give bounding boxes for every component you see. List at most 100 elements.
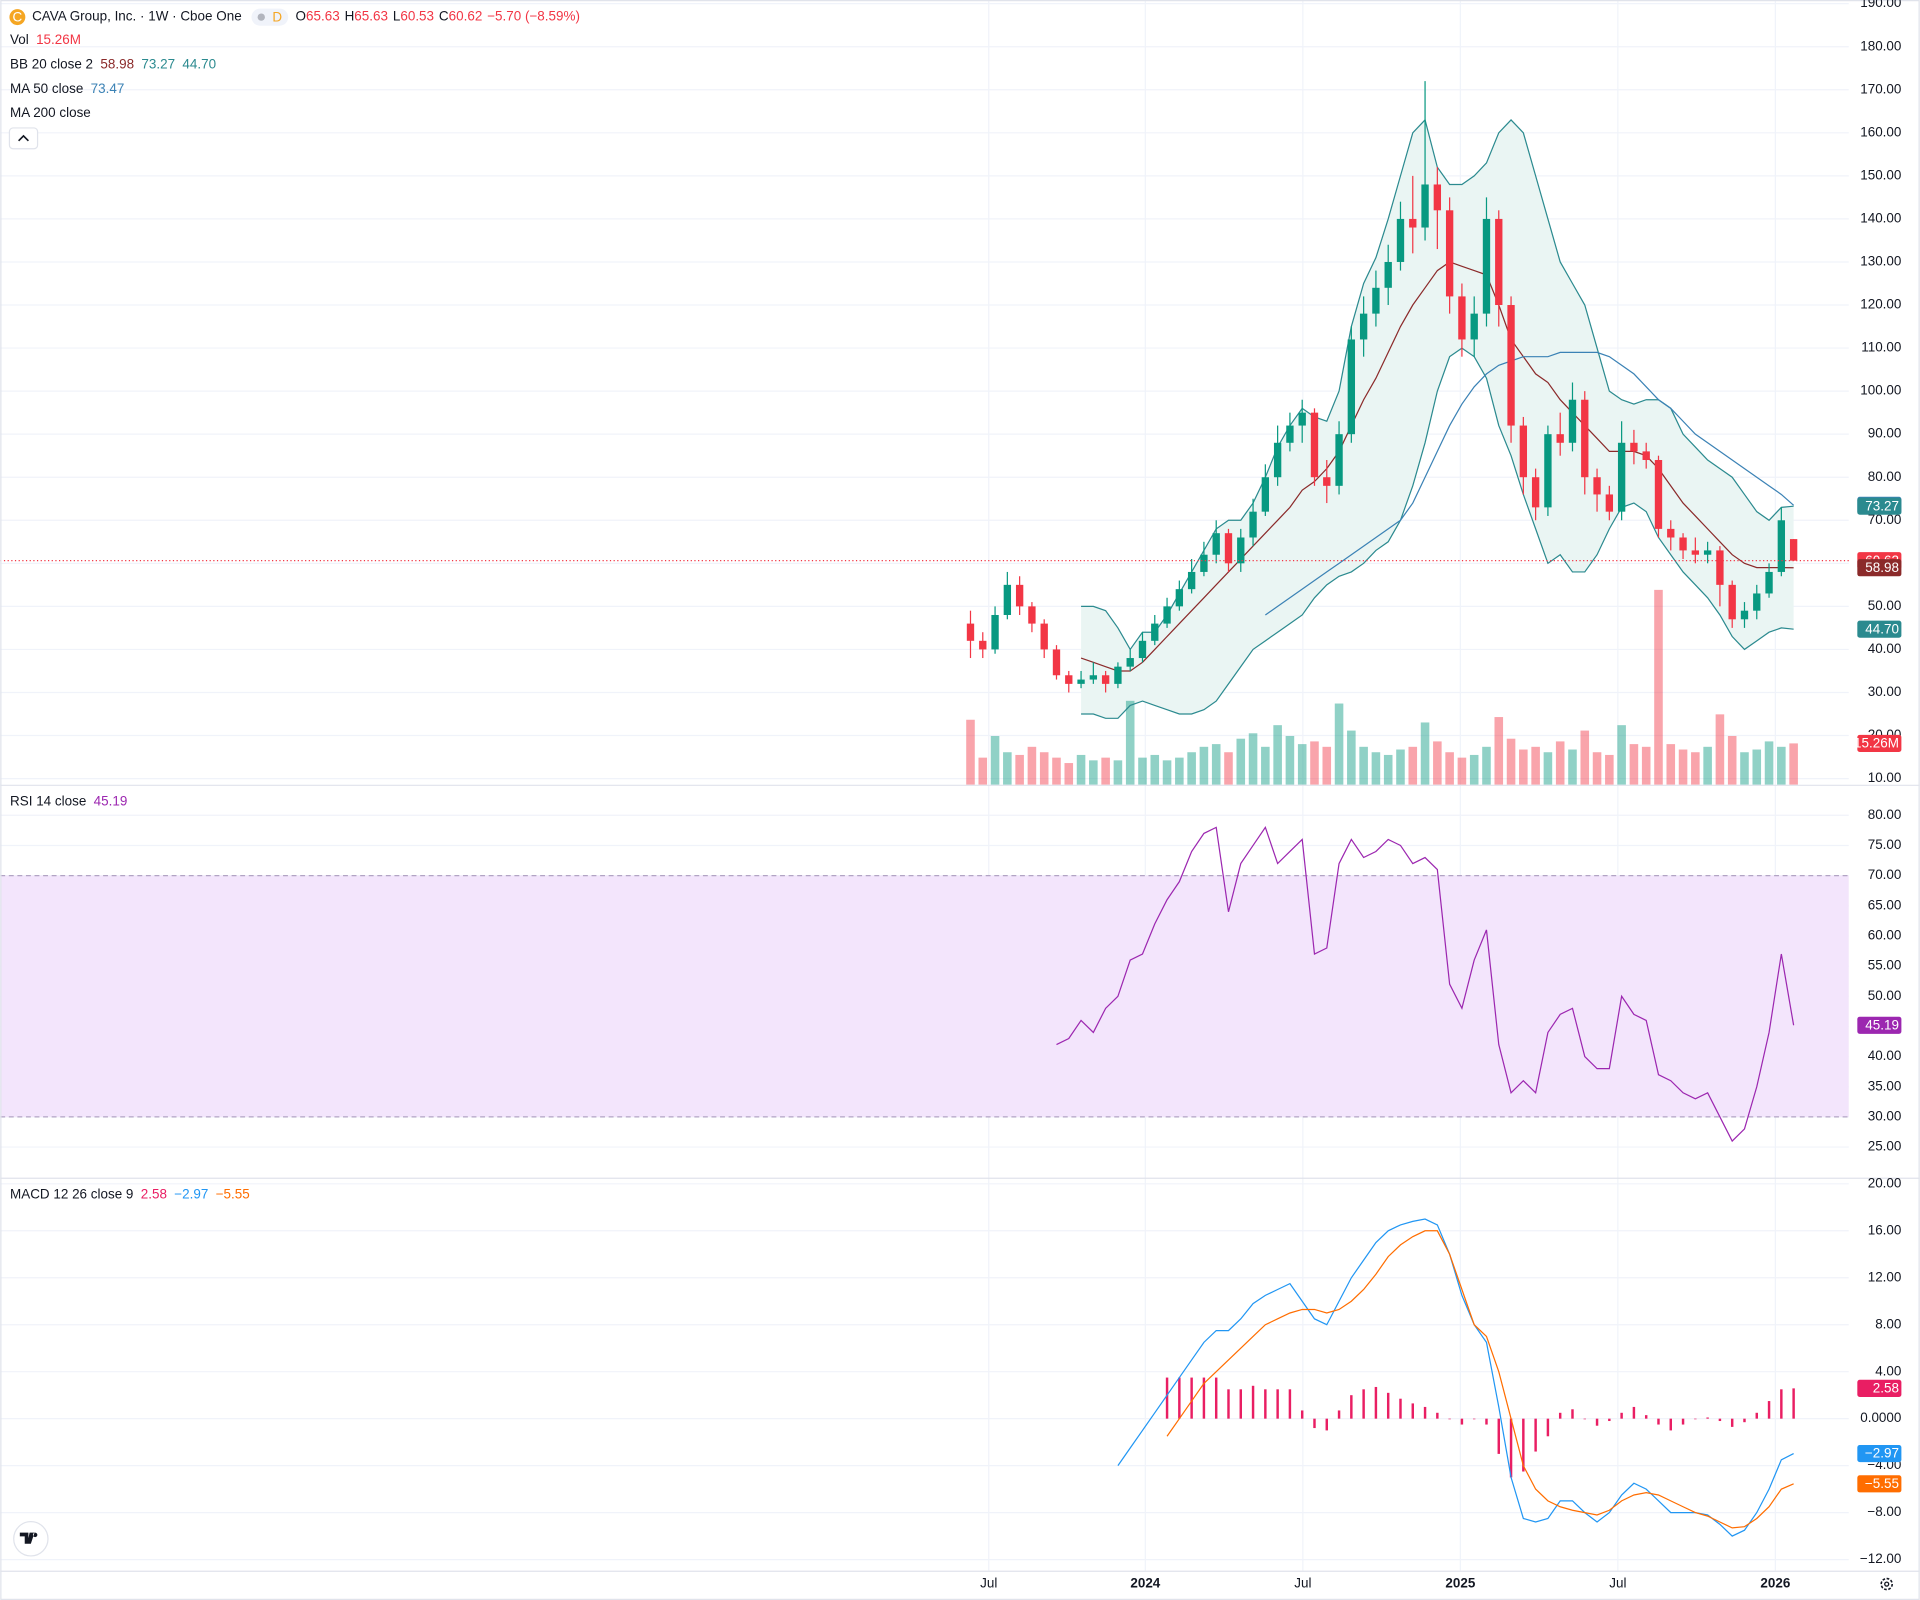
price-badge <box>1857 1444 1902 1463</box>
macd-histogram-bar <box>1190 1377 1193 1419</box>
volume-bar <box>1408 746 1418 785</box>
candle-body <box>1556 434 1564 443</box>
price-badge <box>1857 1475 1902 1493</box>
volume-bar <box>1371 752 1381 785</box>
macd-histogram-bar <box>1558 1412 1562 1419</box>
macd-histogram-bar <box>1399 1398 1402 1419</box>
settings-icon[interactable] <box>1880 1577 1894 1591</box>
candle-body <box>1347 339 1356 435</box>
legend-name: RSI 14 close <box>10 793 86 808</box>
volume-bar <box>1445 752 1454 785</box>
candle-body <box>1163 606 1171 624</box>
volume-bar <box>1211 744 1221 785</box>
macd-histogram-bar <box>1178 1377 1181 1419</box>
volume-bar <box>1383 754 1393 785</box>
macd-histogram-bar <box>1165 1377 1169 1419</box>
chart-title: CAVA Group, Inc. · 1W · Cboe One <box>32 9 242 24</box>
macd-histogram-bar <box>1276 1389 1279 1419</box>
macd-histogram-bar <box>1767 1401 1771 1419</box>
legend-value: −2.97 <box>174 1186 208 1201</box>
volume-bar <box>1433 741 1442 785</box>
candle-body <box>1151 623 1159 641</box>
volume-bar <box>1076 754 1086 785</box>
ohlc-prefix: O <box>296 9 306 24</box>
macd-histogram-bar <box>1718 1418 1722 1422</box>
volume-bar <box>1531 746 1540 785</box>
x-tick-label: 2024 <box>1130 1576 1160 1591</box>
macd-histogram-bar <box>1792 1388 1795 1419</box>
candle-body <box>1077 679 1085 684</box>
macd-histogram-bar <box>1202 1377 1206 1419</box>
candle-body <box>1273 442 1282 478</box>
volume-bar <box>1469 754 1479 785</box>
legend-name: Vol <box>10 32 29 47</box>
macd-histogram-bar <box>1485 1418 1488 1425</box>
candle-body <box>1581 399 1589 478</box>
volume-bar <box>1641 746 1651 785</box>
macd-histogram-bar <box>1534 1418 1537 1452</box>
y-tick-label: 180.00 <box>1860 38 1901 53</box>
price-badge-label: 2.58 <box>1873 1381 1899 1396</box>
candle-body <box>1101 675 1110 684</box>
candle-body <box>1138 640 1147 659</box>
ohlc-prefix: C <box>439 9 449 24</box>
candle-body <box>1703 550 1712 555</box>
source-badge: D <box>272 9 282 24</box>
candle-body <box>1679 537 1687 551</box>
y-tick-label: 120.00 <box>1860 297 1901 312</box>
volume-bar <box>1224 752 1233 785</box>
candle-body <box>1544 434 1552 508</box>
candle-body <box>1310 412 1319 478</box>
macd-histogram-bar <box>1460 1418 1464 1425</box>
candle-body <box>1040 623 1048 650</box>
price-badge-label: −2.97 <box>1865 1446 1899 1461</box>
volume-bar <box>1175 757 1184 785</box>
volume-bar <box>1199 746 1209 785</box>
candle-body <box>1667 528 1675 538</box>
candle-body <box>1003 584 1012 615</box>
y-tick-label: 20.00 <box>1868 1175 1902 1190</box>
y-tick-label: 0.0000 <box>1860 1410 1901 1425</box>
macd-histogram-bar <box>1411 1403 1414 1419</box>
volume-bar <box>1101 757 1110 785</box>
y-tick-label: 55.00 <box>1868 958 1902 973</box>
volume-bar <box>1592 752 1602 785</box>
macd-histogram-bar <box>1595 1418 1599 1426</box>
y-tick-label: 10.00 <box>1868 770 1902 785</box>
macd-histogram-bar <box>1706 1417 1709 1419</box>
candle-body <box>1028 606 1036 624</box>
macd-histogram-bar <box>1239 1389 1242 1419</box>
price-badge-label: −5.55 <box>1865 1476 1899 1491</box>
x-tick-label: 2026 <box>1760 1576 1790 1591</box>
macd-histogram-bar <box>1620 1412 1623 1419</box>
volume-bar <box>1555 741 1565 785</box>
volume-bar <box>1752 749 1762 785</box>
x-tick-label: 2025 <box>1445 1576 1475 1591</box>
candle-body <box>1691 550 1700 555</box>
candle-body <box>1372 287 1380 314</box>
legend-value: −5.55 <box>216 1186 250 1201</box>
tradingview-logo[interactable] <box>13 1521 49 1557</box>
legend-value: 15.26M <box>36 32 81 47</box>
candle-body <box>1359 313 1368 340</box>
y-tick-label: 60.00 <box>1868 928 1902 943</box>
y-tick-label: 8.00 <box>1875 1316 1901 1331</box>
candle-body <box>1728 584 1736 620</box>
volume-bar <box>1396 749 1405 785</box>
candle-body <box>1089 675 1098 680</box>
x-tick-label: Jul <box>1609 1576 1626 1591</box>
candle-body <box>1654 460 1663 529</box>
volume-bar <box>1113 760 1123 785</box>
macd-histogram-bar <box>1350 1395 1353 1419</box>
collapse-button[interactable] <box>8 127 39 150</box>
x-tick-label: Jul <box>980 1576 997 1591</box>
y-tick-label: 140.00 <box>1860 210 1901 225</box>
bb-lower-line <box>1081 347 1794 719</box>
candle-body <box>1531 477 1540 508</box>
volume-bar <box>1273 725 1282 785</box>
volume-bar <box>1543 752 1553 785</box>
rsi-line <box>1056 825 1795 1143</box>
volume-bar <box>1580 730 1590 785</box>
